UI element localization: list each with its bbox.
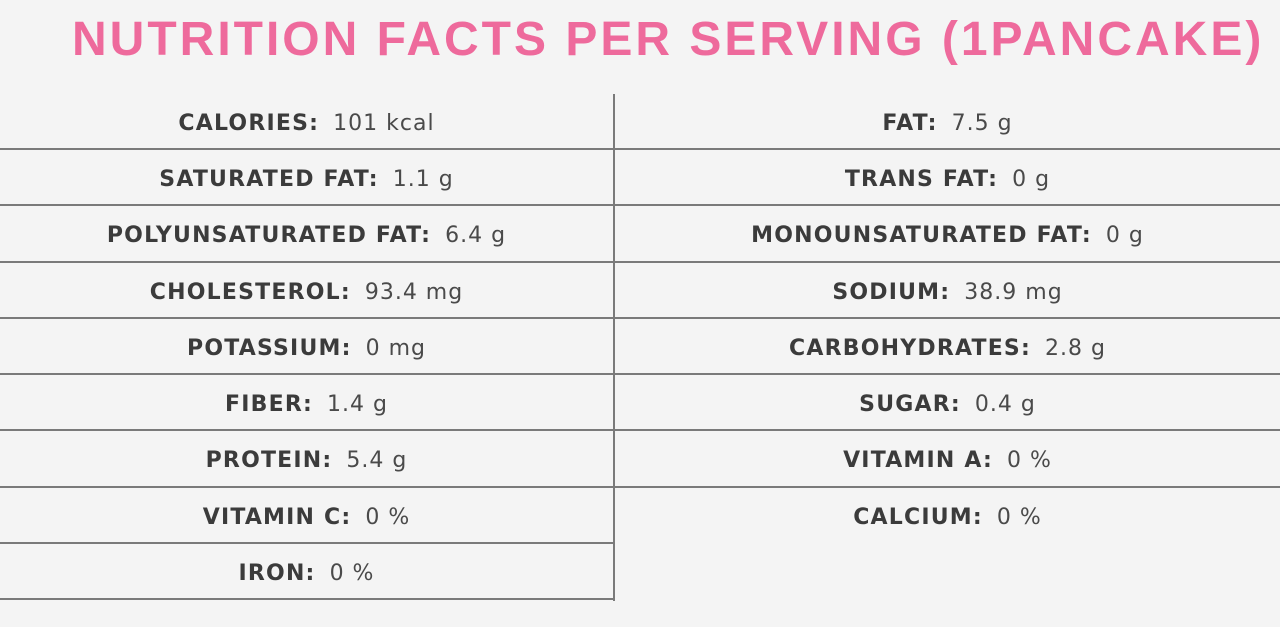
nutrient-value: 0 mg <box>365 335 426 361</box>
nutrient-row-monounsaturated-fat: MONOUNSATURATED FAT: 0 g <box>615 207 1280 263</box>
nutrient-value: 0 % <box>1007 447 1052 473</box>
nutrient-row-sugar: SUGAR: 0.4 g <box>615 376 1280 432</box>
nutrient-label: CALCIUM: <box>853 504 983 530</box>
row-divider <box>0 148 1280 150</box>
row-divider <box>0 486 1280 488</box>
column-divider <box>613 94 615 601</box>
nutrient-value: 0 g <box>1105 222 1144 248</box>
nutrient-label: SODIUM: <box>832 279 951 305</box>
nutrient-value: 0 g <box>1012 166 1051 192</box>
page-title: NUTRITION FACTS PER SERVING (1PANCAKE) <box>72 13 1265 66</box>
nutrient-row-potassium: POTASSIUM: 0 mg <box>0 320 613 376</box>
nutrient-row-carbohydrates: CARBOHYDRATES: 2.8 g <box>615 320 1280 376</box>
nutrient-value: 0 % <box>329 560 375 586</box>
nutrient-label: POTASSIUM: <box>187 335 352 361</box>
nutrient-row-polyunsaturated-fat: POLYUNSATURATED FAT: 6.4 g <box>0 207 613 263</box>
row-divider <box>0 261 1280 263</box>
nutrient-value: 1.4 g <box>327 391 388 417</box>
nutrient-value: 7.5 g <box>951 110 1013 136</box>
nutrient-row-vitamin-a: VITAMIN A: 0 % <box>615 432 1280 488</box>
nutrient-row-sodium: SODIUM: 38.9 mg <box>615 264 1280 320</box>
nutrient-label: CALORIES: <box>178 110 320 136</box>
nutrient-row-fiber: FIBER: 1.4 g <box>0 376 613 432</box>
nutrient-label: MONOUNSATURATED FAT: <box>751 222 1092 248</box>
nutrient-label: VITAMIN C: <box>202 504 352 530</box>
nutrient-label: SATURATED FAT: <box>159 166 379 192</box>
nutrient-value: 0.4 g <box>974 391 1036 417</box>
nutrient-label: CHOLESTEROL: <box>149 279 351 305</box>
nutrient-value: 93.4 mg <box>364 279 464 305</box>
row-divider <box>0 598 615 600</box>
nutrient-label: PROTEIN: <box>205 447 333 473</box>
nutrient-label: SUGAR: <box>859 391 961 417</box>
nutrient-label: VITAMIN A: <box>843 447 993 473</box>
nutrient-value: 0 % <box>365 504 411 530</box>
nutrient-value: 0 % <box>996 504 1042 530</box>
nutrient-row-calcium: CALCIUM: 0 % <box>615 489 1280 545</box>
nutrient-label: CARBOHYDRATES: <box>789 335 1031 361</box>
nutrient-label: IRON: <box>238 560 316 586</box>
nutrient-row-vitamin-c: VITAMIN C: 0 % <box>0 489 613 545</box>
nutrient-row-trans-fat: TRANS FAT: 0 g <box>615 151 1280 207</box>
row-divider <box>0 542 615 544</box>
nutrient-value: 5.4 g <box>346 447 408 473</box>
nutrient-label: POLYUNSATURATED FAT: <box>106 222 432 248</box>
nutrient-row-saturated-fat: SATURATED FAT: 1.1 g <box>0 151 613 207</box>
row-divider <box>0 317 1280 319</box>
nutrient-row-protein: PROTEIN: 5.4 g <box>0 432 613 488</box>
nutrient-label: TRANS FAT: <box>844 166 999 192</box>
row-divider <box>0 204 1280 206</box>
nutrient-value: 38.9 mg <box>964 279 1063 305</box>
nutrient-label: FAT: <box>882 110 938 136</box>
nutrient-label: FIBER: <box>225 391 313 417</box>
nutrient-value: 2.8 g <box>1044 335 1106 361</box>
nutrient-value: 1.1 g <box>392 166 454 192</box>
nutrient-row-calories: CALORIES: 101 kcal <box>0 95 613 151</box>
nutrient-value: 101 kcal <box>333 110 435 136</box>
nutrient-value: 6.4 g <box>445 222 507 248</box>
row-divider <box>0 373 1280 375</box>
row-divider <box>0 429 1280 431</box>
nutrient-row-fat: FAT: 7.5 g <box>615 95 1280 151</box>
nutrient-row-cholesterol: CHOLESTEROL: 93.4 mg <box>0 264 613 320</box>
nutrient-row-iron: IRON: 0 % <box>0 545 613 601</box>
